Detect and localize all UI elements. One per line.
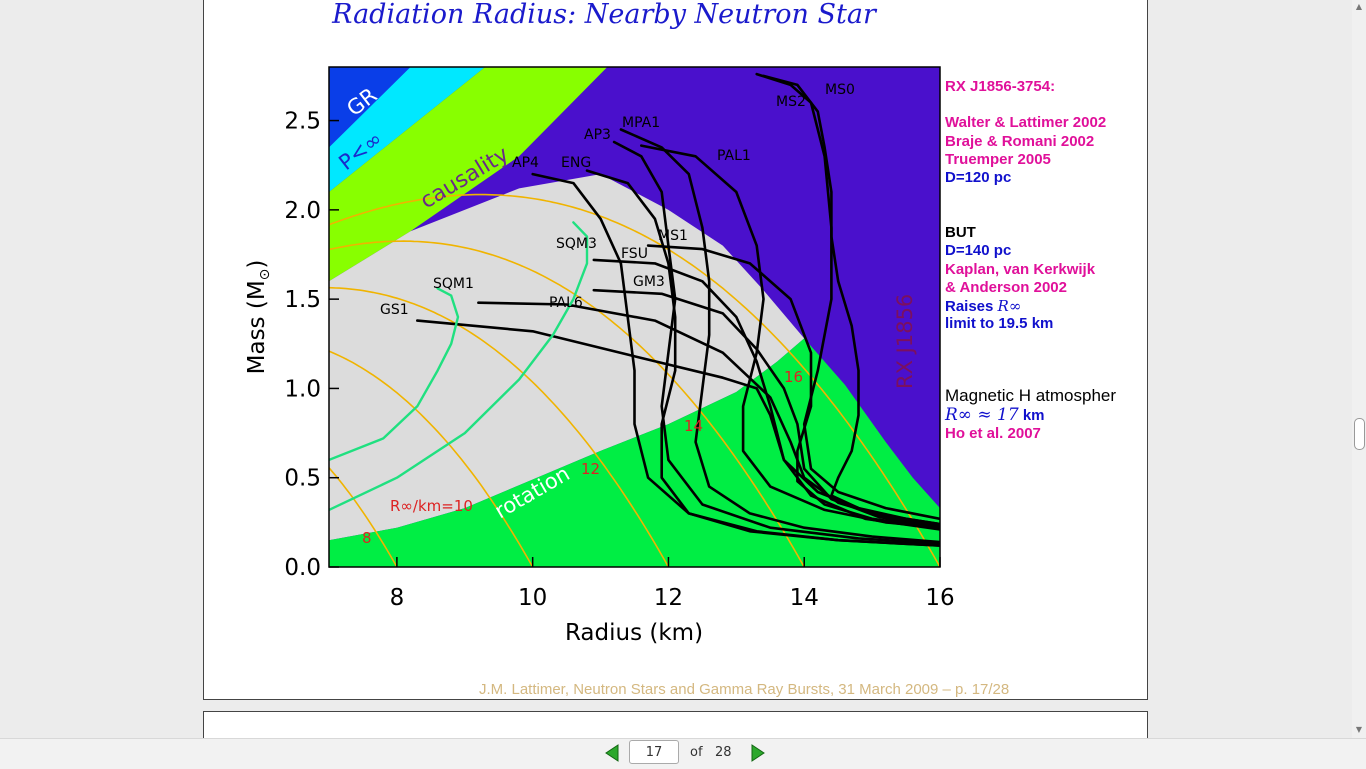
slide-footer: J.M. Lattimer, Neutron Stars and Gamma R…	[479, 681, 1010, 698]
x-axis-label: Radius (km)	[565, 620, 703, 646]
region-causality	[329, 67, 608, 282]
r-infinity-contour-8	[329, 466, 398, 567]
eos-label-eng: ENG	[561, 155, 591, 171]
previous-page-arrow-icon[interactable]	[604, 744, 620, 762]
x-tick-label: 10	[518, 585, 547, 611]
page-total-count: 28	[715, 745, 732, 760]
eos-curve-sqm1	[329, 287, 460, 462]
r-infinity-contour-14	[329, 240, 805, 567]
x-tick-label: 14	[790, 585, 819, 611]
x-tick-label: 12	[654, 585, 683, 611]
ref-kaplan-b: & Anderson 2002	[945, 279, 1067, 296]
contour-label-14: 14	[684, 417, 703, 435]
eos-label-fsu: FSU	[621, 246, 648, 262]
document-viewer: Radiation Radius: Nearby Neutron Star 8 1…	[203, 0, 1366, 738]
eos-label-ap3: AP3	[584, 127, 611, 143]
r-infinity-contour-12	[329, 286, 670, 567]
next-page-preview	[203, 711, 1148, 738]
y-tick-label: 1.0	[284, 376, 321, 402]
r-infinity-approx: R∞ ≈ 17	[945, 405, 1019, 425]
eos-label-gs1: GS1	[380, 302, 409, 318]
region-label-rxj1856: RX J1856	[893, 294, 917, 389]
x-tick-label: 16	[925, 585, 954, 611]
raises-text: Raises	[945, 298, 994, 315]
ref-kaplan-a: Kaplan, van Kerkwijk	[945, 261, 1096, 278]
y-axis-label: Mass (M⊙)	[244, 260, 273, 375]
r-infinity-contour-10	[329, 350, 534, 567]
eos-curve-sqm3	[329, 221, 589, 512]
y-tick-label: 1.5	[284, 287, 321, 313]
eos-curve-gs1	[416, 319, 940, 526]
scroll-down-arrow-icon[interactable]: ▼	[1355, 725, 1363, 734]
slide-page: Radiation Radius: Nearby Neutron Star 8 1…	[203, 0, 1148, 700]
region-allowed	[329, 174, 805, 541]
eos-curve-fsu	[592, 258, 940, 531]
solar-mass-symbol: ⊙	[257, 269, 273, 281]
distance-140: D=140 pc	[945, 242, 1012, 259]
but-label: BUT	[945, 224, 976, 241]
contour-label-8: 8	[362, 529, 372, 547]
ref-truemper: Truemper 2005	[945, 151, 1051, 168]
contour-label-12: 12	[581, 460, 600, 478]
region-pressure	[329, 67, 486, 192]
scroll-thumb[interactable]	[1354, 418, 1365, 450]
raises-line: Raises R∞	[945, 297, 1021, 316]
r-infinity-symbol: R∞	[997, 297, 1022, 315]
eos-label-pal6: PAL6	[549, 295, 583, 311]
eos-label-sqm1: SQM1	[433, 276, 474, 292]
magnetic-atmosphere-title: Magnetic H atmospher	[945, 386, 1117, 405]
distance-120: D=120 pc	[945, 169, 1012, 186]
contour-label-10: R∞/km=10	[390, 497, 473, 515]
eos-label-sqm3: SQM3	[556, 236, 597, 252]
slide-title: Radiation Radius: Nearby Neutron Star	[332, 0, 876, 30]
vertical-scrollbar[interactable]: ▲ ▼	[1352, 0, 1366, 738]
ref-braje-romani: Braje & Romani 2002	[945, 133, 1095, 150]
eos-label-ap4: AP4	[512, 155, 539, 171]
eos-curve-ap3	[612, 140, 940, 546]
eos-label-mpa1: MPA1	[622, 115, 660, 131]
contour-label-16: 16	[784, 368, 803, 386]
limit-line: limit to 19.5 km	[945, 315, 1054, 332]
source-label: RX J1856-3754:	[945, 78, 1056, 95]
eos-curve-mpa1	[619, 128, 940, 544]
y-axis-label-suffix: )	[244, 260, 270, 269]
mass-radius-chart: 8 10 12 14 16 0.0 0.5 1.0 1.5 2.0 2.5 Radius (km)…	[244, 66, 955, 646]
magnetic-radius-line: R∞ ≈ 17 km	[945, 406, 1045, 425]
y-tick-label: 0.0	[284, 555, 321, 581]
eos-label-ms0: MS0	[825, 82, 855, 98]
eos-label-pal1: PAL1	[717, 148, 751, 164]
x-tick-label: 8	[390, 585, 405, 611]
ref-walter-lattimer: Walter & Lattimer 2002	[945, 114, 1107, 131]
next-page-arrow-icon[interactable]	[750, 744, 766, 762]
eos-curve-eng	[585, 169, 940, 547]
y-tick-label: 0.5	[284, 466, 321, 492]
y-axis-label-text: Mass (M	[244, 280, 270, 374]
ref-ho: Ho et al. 2007	[945, 425, 1041, 442]
page-number-input[interactable]	[629, 740, 679, 764]
eos-label-ms1: MS1	[658, 228, 688, 244]
eos-label-gm3: GM3	[633, 274, 665, 290]
page-of-label: of	[690, 745, 703, 760]
y-tick-label: 2.0	[284, 198, 321, 224]
km-unit: km	[1022, 407, 1045, 424]
y-tick-label: 2.5	[284, 109, 321, 135]
scroll-up-arrow-icon[interactable]: ▲	[1355, 2, 1363, 11]
eos-label-ms2: MS2	[776, 94, 806, 110]
plot-frame	[328, 66, 941, 568]
page-navigation-bar	[0, 738, 1366, 769]
